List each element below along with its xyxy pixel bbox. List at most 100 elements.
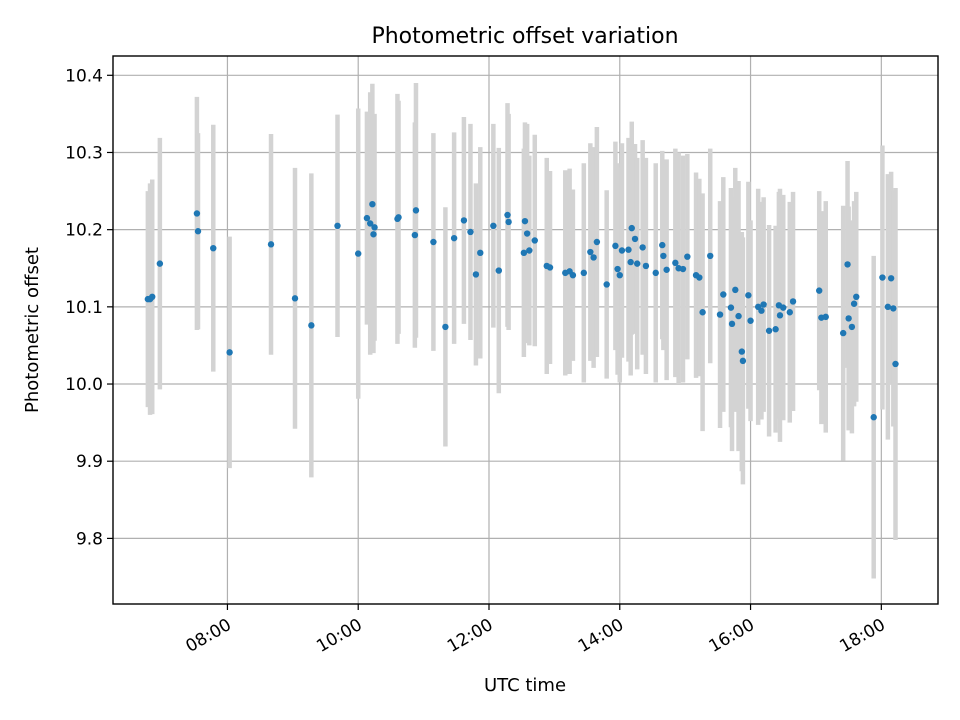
x-tick-label: 12:00 bbox=[444, 615, 496, 657]
data-point bbox=[848, 323, 856, 331]
y-tick-label: 10.2 bbox=[65, 221, 103, 241]
data-point bbox=[291, 295, 299, 302]
y-axis-ticks: 9.8 9.9 10.0 10.1 10.2 10.3 10.4 bbox=[65, 66, 113, 549]
chart-title: Photometric offset variation bbox=[371, 24, 678, 49]
data-point bbox=[660, 252, 667, 260]
data-point bbox=[618, 247, 626, 254]
data-point bbox=[366, 220, 374, 227]
data-point bbox=[631, 235, 639, 243]
data-point bbox=[194, 228, 202, 235]
data-point bbox=[430, 238, 437, 246]
y-tick-label: 10.3 bbox=[65, 143, 103, 163]
data-point bbox=[816, 287, 823, 294]
data-point bbox=[603, 281, 610, 288]
data-point bbox=[587, 248, 594, 256]
data-point bbox=[308, 322, 315, 329]
x-tick-label: 08:00 bbox=[182, 615, 234, 657]
y-tick-label: 9.9 bbox=[76, 452, 103, 472]
x-tick-label: 14:00 bbox=[575, 615, 627, 657]
data-point bbox=[887, 275, 895, 282]
data-point bbox=[442, 323, 449, 331]
y-axis-label: Photometric offset bbox=[22, 247, 43, 413]
data-point bbox=[531, 237, 538, 244]
data-point bbox=[659, 241, 666, 249]
data-point bbox=[745, 292, 752, 299]
data-point bbox=[639, 244, 646, 251]
data-point bbox=[679, 265, 687, 273]
x-tick-label: 18:00 bbox=[836, 615, 888, 657]
x-axis-ticks: 08:00 10:00 12:00 14:00 16:00 18:00 bbox=[182, 604, 889, 657]
data-point bbox=[226, 349, 233, 356]
data-point bbox=[747, 317, 754, 324]
data-point bbox=[371, 224, 378, 231]
data-point bbox=[642, 262, 650, 270]
data-point bbox=[780, 304, 787, 311]
data-point bbox=[884, 303, 892, 311]
data-point bbox=[267, 241, 275, 248]
x-axis-label: UTC time bbox=[484, 675, 566, 696]
data-point bbox=[193, 210, 201, 217]
data-point bbox=[369, 200, 376, 208]
data-point bbox=[504, 211, 511, 219]
x-tick-label: 16:00 bbox=[706, 615, 758, 657]
data-point bbox=[758, 307, 765, 314]
data-point bbox=[672, 259, 679, 267]
data-point bbox=[844, 261, 851, 268]
data-point bbox=[716, 311, 724, 318]
y-tick-label: 9.8 bbox=[76, 529, 103, 549]
data-point bbox=[477, 249, 484, 257]
data-point bbox=[149, 293, 156, 301]
data-points bbox=[144, 200, 899, 421]
y-tick-label: 10.0 bbox=[65, 375, 103, 395]
data-point bbox=[450, 234, 458, 242]
data-point bbox=[699, 309, 706, 316]
data-point bbox=[627, 258, 634, 266]
data-point bbox=[156, 260, 164, 267]
data-point bbox=[355, 250, 362, 257]
data-point bbox=[411, 231, 419, 239]
data-point bbox=[523, 230, 531, 237]
data-point bbox=[370, 231, 377, 238]
data-point bbox=[593, 238, 601, 246]
data-point bbox=[210, 244, 217, 252]
data-point bbox=[735, 312, 742, 320]
data-point bbox=[472, 271, 480, 278]
data-point bbox=[395, 214, 402, 221]
data-point bbox=[727, 304, 735, 311]
data-point bbox=[786, 309, 793, 316]
error-bars bbox=[145, 83, 898, 579]
data-point bbox=[580, 269, 588, 277]
data-point bbox=[738, 348, 746, 355]
data-point bbox=[839, 329, 847, 337]
data-point bbox=[720, 291, 727, 298]
data-point bbox=[663, 266, 670, 273]
data-point bbox=[614, 265, 621, 273]
data-point bbox=[789, 298, 797, 305]
data-point bbox=[879, 274, 886, 281]
data-point bbox=[520, 249, 528, 257]
data-point bbox=[892, 360, 899, 368]
data-point bbox=[776, 312, 784, 319]
data-point bbox=[765, 327, 773, 334]
y-tick-label: 10.4 bbox=[65, 66, 103, 86]
data-point bbox=[505, 218, 512, 226]
plot-frame bbox=[112, 55, 939, 605]
data-point bbox=[569, 272, 577, 279]
data-point bbox=[652, 269, 659, 277]
data-point bbox=[625, 246, 632, 253]
data-point bbox=[521, 217, 529, 225]
data-point bbox=[850, 300, 858, 307]
x-tick-label: 10:00 bbox=[313, 615, 365, 657]
data-point bbox=[460, 217, 468, 224]
data-point bbox=[696, 274, 703, 281]
data-point bbox=[546, 264, 554, 271]
y-tick-label: 10.1 bbox=[65, 298, 103, 318]
data-point bbox=[495, 267, 502, 274]
data-point bbox=[363, 214, 371, 222]
data-point bbox=[739, 357, 747, 365]
data-point bbox=[612, 242, 619, 250]
data-point bbox=[772, 326, 779, 333]
data-point bbox=[634, 260, 641, 267]
data-point bbox=[890, 305, 897, 312]
